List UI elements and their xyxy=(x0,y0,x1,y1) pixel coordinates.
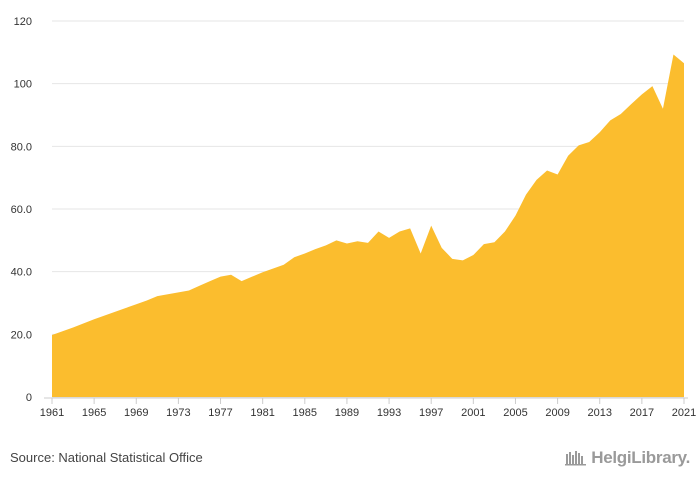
data-point xyxy=(388,236,391,239)
data-point xyxy=(282,263,285,266)
data-point xyxy=(240,280,243,283)
data-point xyxy=(51,333,54,336)
data-point xyxy=(430,224,433,227)
x-tick-label: 2021 xyxy=(672,407,696,419)
x-tick-label: 2013 xyxy=(587,407,611,419)
y-tick-label: 0 xyxy=(26,392,32,404)
data-point xyxy=(556,173,559,176)
data-point xyxy=(514,214,517,217)
data-point xyxy=(251,275,254,278)
data-point xyxy=(293,256,296,259)
bookshelf-icon xyxy=(565,451,587,466)
data-point xyxy=(472,254,475,257)
x-tick-label: 1981 xyxy=(250,407,274,419)
data-point xyxy=(640,93,643,96)
x-tick-label: 1961 xyxy=(40,407,64,419)
data-point xyxy=(598,131,601,134)
data-point xyxy=(135,303,138,306)
data-point xyxy=(577,144,580,147)
data-point xyxy=(314,248,317,251)
data-point xyxy=(651,85,654,88)
y-tick-label: 60.0 xyxy=(11,204,32,216)
x-tick-label: 1997 xyxy=(419,407,443,419)
data-point xyxy=(219,275,222,278)
data-point xyxy=(619,113,622,116)
x-tick-label: 1973 xyxy=(166,407,190,419)
x-tick-label: 2005 xyxy=(503,407,527,419)
data-point xyxy=(177,291,180,294)
data-point xyxy=(272,267,275,270)
data-point xyxy=(124,307,127,310)
y-tick-label: 120 xyxy=(14,16,32,28)
data-point xyxy=(398,230,401,233)
data-point xyxy=(672,53,675,56)
data-point xyxy=(93,318,96,321)
data-point xyxy=(198,284,201,287)
y-tick-label: 100 xyxy=(14,79,32,91)
data-point xyxy=(630,103,633,106)
data-point xyxy=(567,154,570,157)
y-tick-label: 20.0 xyxy=(11,329,32,341)
data-point xyxy=(609,119,612,122)
x-tick-label: 1989 xyxy=(335,407,359,419)
y-tick-label: 40.0 xyxy=(11,267,32,279)
area-fill xyxy=(52,54,684,397)
y-axis: 0 20.0 40.0 60.0 80.0 100 120 xyxy=(11,16,32,404)
data-point xyxy=(493,241,496,244)
data-point xyxy=(335,239,338,242)
data-point xyxy=(114,310,117,313)
data-point xyxy=(482,243,485,246)
data-point xyxy=(261,271,264,274)
y-tick-label: 80.0 xyxy=(11,141,32,153)
data-point xyxy=(503,230,506,233)
x-tick-label: 2001 xyxy=(461,407,485,419)
data-point xyxy=(683,62,686,65)
data-point xyxy=(145,299,148,302)
data-point xyxy=(377,230,380,233)
x-axis: 1961 1965 1969 1973 1977 1981 1985 1989 1993 1997… xyxy=(40,397,696,419)
x-tick-label: 1969 xyxy=(124,407,148,419)
data-point xyxy=(303,252,306,255)
x-tick-label: 1993 xyxy=(377,407,401,419)
data-point xyxy=(345,242,348,245)
data-point xyxy=(535,178,538,181)
data-point xyxy=(82,322,85,325)
data-point xyxy=(546,169,549,172)
x-tick-label: 1965 xyxy=(82,407,106,419)
logo-text: HelgiLibrary. xyxy=(591,448,690,467)
data-point xyxy=(156,295,159,298)
data-point xyxy=(440,246,443,249)
data-point xyxy=(661,107,664,110)
data-point xyxy=(356,240,359,243)
data-point xyxy=(61,330,64,333)
source-note: Source: National Statistical Office xyxy=(10,450,203,465)
data-point xyxy=(461,259,464,262)
helgi-library-logo: HelgiLibrary. xyxy=(565,448,690,468)
area-series xyxy=(51,53,686,397)
data-point xyxy=(451,257,454,260)
data-point xyxy=(209,280,212,283)
data-point xyxy=(324,244,327,247)
area-chart: 1961 1965 1969 1973 1977 1981 1985 1989 1993 1997… xyxy=(11,16,697,419)
data-point xyxy=(166,293,169,296)
x-tick-label: 2017 xyxy=(630,407,654,419)
x-tick-label: 2009 xyxy=(545,407,569,419)
data-point xyxy=(409,227,412,230)
data-point xyxy=(72,326,75,329)
data-point xyxy=(588,140,591,143)
x-tick-label: 1985 xyxy=(293,407,317,419)
x-tick-label: 1977 xyxy=(208,407,232,419)
data-point xyxy=(419,252,422,255)
data-point xyxy=(367,241,370,244)
data-point xyxy=(187,289,190,292)
data-point xyxy=(525,193,528,196)
data-point xyxy=(103,314,106,317)
data-point xyxy=(230,273,233,276)
